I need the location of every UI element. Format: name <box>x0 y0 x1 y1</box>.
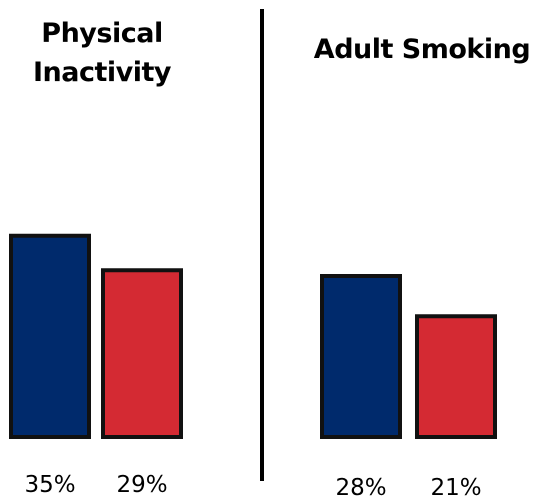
value-label-physical-inactivity-2: 29% <box>116 472 167 496</box>
chart-title-physical-inactivity-line-2: Inactivity <box>33 57 172 88</box>
value-label-adult-smoking-2: 21% <box>430 475 481 496</box>
chart-title-adult-smoking: Adult Smoking <box>314 34 530 65</box>
chart-title-physical-inactivity-line-1: Physical <box>41 18 162 49</box>
value-label-adult-smoking-1: 28% <box>335 475 386 496</box>
bar-physical-inactivity-1 <box>9 233 91 439</box>
value-label-physical-inactivity-1: 35% <box>24 472 75 496</box>
bar-adult-smoking-2 <box>415 314 497 439</box>
bar-adult-smoking-1 <box>320 274 402 439</box>
bar-physical-inactivity-2 <box>101 268 183 439</box>
